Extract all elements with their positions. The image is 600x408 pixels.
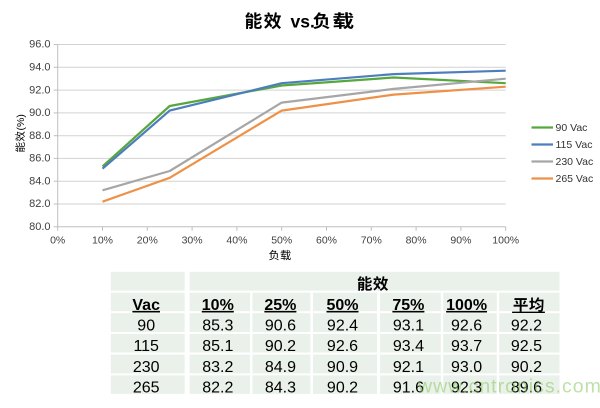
- svg-text:84.3: 84.3: [265, 380, 296, 397]
- svg-text:89.6: 89.6: [511, 380, 542, 397]
- svg-text:www.cntronics.com: www.cntronics.com: [417, 376, 600, 398]
- svg-text:88.0: 88.0: [29, 130, 50, 142]
- svg-text:92.6: 92.6: [327, 338, 358, 355]
- svg-text:230 Vac: 230 Vac: [556, 156, 594, 168]
- svg-text:(%): (%): [15, 114, 27, 130]
- svg-text:96.0: 96.0: [29, 39, 50, 51]
- svg-text:70%: 70%: [361, 234, 382, 246]
- svg-text:90.2: 90.2: [327, 380, 358, 397]
- svg-text:50%: 50%: [326, 297, 358, 314]
- svg-text:94.0: 94.0: [29, 62, 50, 74]
- svg-text:30%: 30%: [182, 234, 203, 246]
- svg-text:40%: 40%: [226, 234, 247, 246]
- svg-text:85.1: 85.1: [202, 338, 233, 355]
- svg-text:Vac: Vac: [132, 297, 160, 314]
- svg-text:115 Vac: 115 Vac: [556, 139, 593, 151]
- svg-text:93.1: 93.1: [393, 318, 424, 335]
- svg-text:90.2: 90.2: [511, 359, 542, 376]
- svg-text:91.6: 91.6: [393, 380, 424, 397]
- svg-text:82.0: 82.0: [29, 198, 50, 210]
- svg-text:92.0: 92.0: [29, 84, 50, 96]
- svg-text:90%: 90%: [450, 234, 471, 246]
- svg-text:93.0: 93.0: [451, 359, 482, 376]
- svg-text:92.2: 92.2: [511, 318, 542, 335]
- svg-text:100%: 100%: [446, 297, 487, 314]
- svg-text:92.4: 92.4: [327, 318, 358, 335]
- svg-text:83.2: 83.2: [202, 359, 233, 376]
- svg-text:92.3: 92.3: [451, 380, 482, 397]
- svg-text:0%: 0%: [50, 234, 65, 246]
- svg-text:92.6: 92.6: [451, 318, 482, 335]
- svg-text:230: 230: [133, 359, 160, 376]
- svg-text:90.9: 90.9: [327, 359, 358, 376]
- svg-text:25%: 25%: [264, 297, 296, 314]
- svg-text:10%: 10%: [202, 297, 234, 314]
- svg-text:84.0: 84.0: [29, 175, 50, 187]
- svg-text:90.6: 90.6: [265, 318, 296, 335]
- svg-text:80.0: 80.0: [29, 221, 50, 233]
- svg-text:93.7: 93.7: [451, 338, 482, 355]
- svg-text:100%: 100%: [492, 234, 519, 246]
- svg-text:90.0: 90.0: [29, 107, 50, 119]
- svg-text:vs.: vs.: [291, 11, 315, 31]
- svg-text:115: 115: [133, 338, 159, 355]
- svg-text:92.5: 92.5: [511, 338, 542, 355]
- svg-text:10%: 10%: [92, 234, 113, 246]
- svg-text:92.1: 92.1: [393, 359, 424, 376]
- svg-text:82.2: 82.2: [202, 380, 233, 397]
- svg-text:265 Vac: 265 Vac: [556, 173, 594, 185]
- svg-text:90.2: 90.2: [265, 338, 296, 355]
- svg-text:50%: 50%: [271, 234, 292, 246]
- svg-text:85.3: 85.3: [202, 318, 233, 335]
- svg-text:86.0: 86.0: [29, 153, 50, 165]
- svg-text:60%: 60%: [316, 234, 337, 246]
- svg-text:75%: 75%: [392, 297, 424, 314]
- svg-text:80%: 80%: [406, 234, 427, 246]
- svg-text:84.9: 84.9: [265, 359, 296, 376]
- svg-text:20%: 20%: [137, 234, 158, 246]
- svg-text:265: 265: [133, 380, 160, 397]
- svg-text:93.4: 93.4: [393, 338, 424, 355]
- svg-text:90 Vac: 90 Vac: [556, 122, 588, 134]
- svg-text:90: 90: [137, 318, 155, 335]
